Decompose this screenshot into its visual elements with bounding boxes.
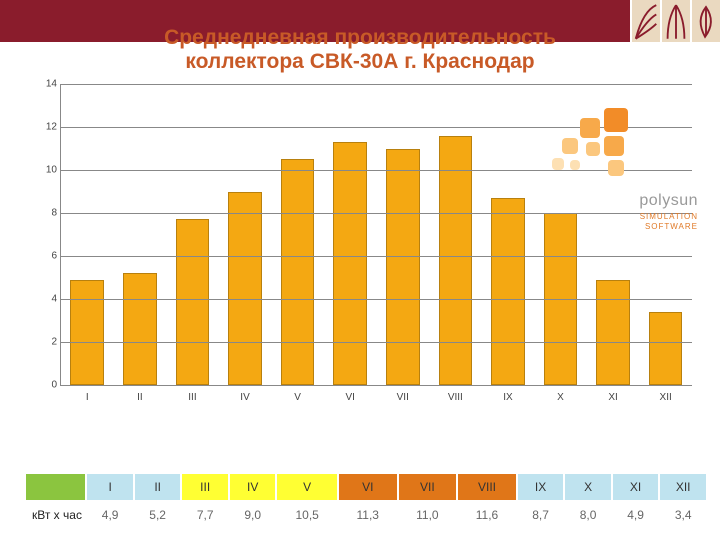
y-tick-label: 10	[37, 165, 57, 176]
title-line-1: Среднедневная производительность	[164, 26, 556, 49]
title-line-2: коллектора СВК-30А г. Краснодар	[185, 50, 534, 73]
table-header-cell: XII	[659, 473, 707, 501]
logo-square	[552, 158, 564, 170]
logo-square	[580, 118, 600, 138]
polysun-sub: SIMULATION SOFTWARE	[640, 212, 698, 231]
polysun-pixels	[552, 108, 632, 188]
table-value-cell: 11,3	[338, 501, 398, 529]
table-header-cell: III	[181, 473, 229, 501]
bar	[228, 192, 262, 386]
y-tick-label: 12	[37, 122, 57, 133]
table-value-cell: 10,5	[276, 501, 338, 529]
table-value-cell: 9,0	[229, 501, 277, 529]
logo-square	[570, 160, 580, 170]
logo-square	[604, 108, 628, 132]
x-tick-label: II	[114, 392, 167, 403]
table-value-cell: 8,7	[517, 501, 565, 529]
polysun-logo: polysun SIMULATION SOFTWARE	[532, 108, 702, 238]
x-tick-label: IX	[482, 392, 535, 403]
x-tick-label: XI	[587, 392, 640, 403]
table-value-cell: 4,9	[612, 501, 660, 529]
table-value-cell: 11,0	[398, 501, 458, 529]
table-header-row: IIIIIIIVVVIVIIVIIIIXXXIXII	[25, 473, 707, 501]
table-header-cell: V	[276, 473, 338, 501]
x-tick-label: VII	[376, 392, 429, 403]
y-tick-label: 14	[37, 79, 57, 90]
bar	[70, 280, 104, 385]
table-value-cell: 8,0	[564, 501, 612, 529]
x-tick-label: I	[61, 392, 114, 403]
bar-slot: III	[166, 84, 219, 385]
x-tick-label: IV	[219, 392, 272, 403]
table-value-cell: 5,2	[134, 501, 182, 529]
table-header-cell: IX	[517, 473, 565, 501]
bar-slot: VI	[324, 84, 377, 385]
logo-square	[608, 160, 624, 176]
logo-square	[562, 138, 578, 154]
bar-slot: VII	[376, 84, 429, 385]
bar	[123, 273, 157, 385]
gridline	[61, 342, 692, 343]
table-header-cell: X	[564, 473, 612, 501]
y-tick-label: 8	[37, 208, 57, 219]
bar-slot: II	[114, 84, 167, 385]
table-header-cell: I	[86, 473, 134, 501]
bar-slot: V	[271, 84, 324, 385]
bar-slot: IV	[219, 84, 272, 385]
bar	[176, 219, 210, 385]
table-header-blank	[25, 473, 86, 501]
bar	[439, 136, 473, 385]
x-tick-label: III	[166, 392, 219, 403]
bar	[281, 159, 315, 385]
x-tick-label: X	[534, 392, 587, 403]
table-value-cell: 3,4	[659, 501, 707, 529]
polysun-brand: polysun	[639, 192, 698, 210]
gridline	[61, 84, 692, 85]
data-table: IIIIIIIVVVIVIIVIIIIXXXIXII кВт х час4,95…	[24, 472, 708, 530]
table-row-label: кВт х час	[25, 501, 86, 529]
table-header-cell: XI	[612, 473, 660, 501]
y-tick-label: 0	[37, 380, 57, 391]
bar	[649, 312, 683, 385]
bar	[386, 149, 420, 386]
x-tick-label: V	[271, 392, 324, 403]
bar-slot: I	[61, 84, 114, 385]
logo-square	[604, 136, 624, 156]
gridline	[61, 256, 692, 257]
table-header-cell: VI	[338, 473, 398, 501]
x-tick-label: VI	[324, 392, 377, 403]
x-tick-label: XII	[639, 392, 692, 403]
table-value-cell: 7,7	[181, 501, 229, 529]
bar	[491, 198, 525, 385]
bar-slot: VIII	[429, 84, 482, 385]
x-tick-label: VIII	[429, 392, 482, 403]
bar	[596, 280, 630, 385]
gridline	[61, 299, 692, 300]
y-tick-label: 2	[37, 337, 57, 348]
table-value-row: кВт х час4,95,27,79,010,511,311,011,68,7…	[25, 501, 707, 529]
table-header-cell: VII	[398, 473, 458, 501]
logo-square	[586, 142, 600, 156]
bar	[333, 142, 367, 385]
table-value-cell: 11,6	[457, 501, 517, 529]
page-title: Среднедневная производительность коллект…	[0, 26, 720, 74]
y-tick-label: 4	[37, 294, 57, 305]
table-header-cell: VIII	[457, 473, 517, 501]
table-header-cell: II	[134, 473, 182, 501]
table-value-cell: 4,9	[86, 501, 134, 529]
y-tick-label: 6	[37, 251, 57, 262]
table-header-cell: IV	[229, 473, 277, 501]
bar-slot: IX	[482, 84, 535, 385]
